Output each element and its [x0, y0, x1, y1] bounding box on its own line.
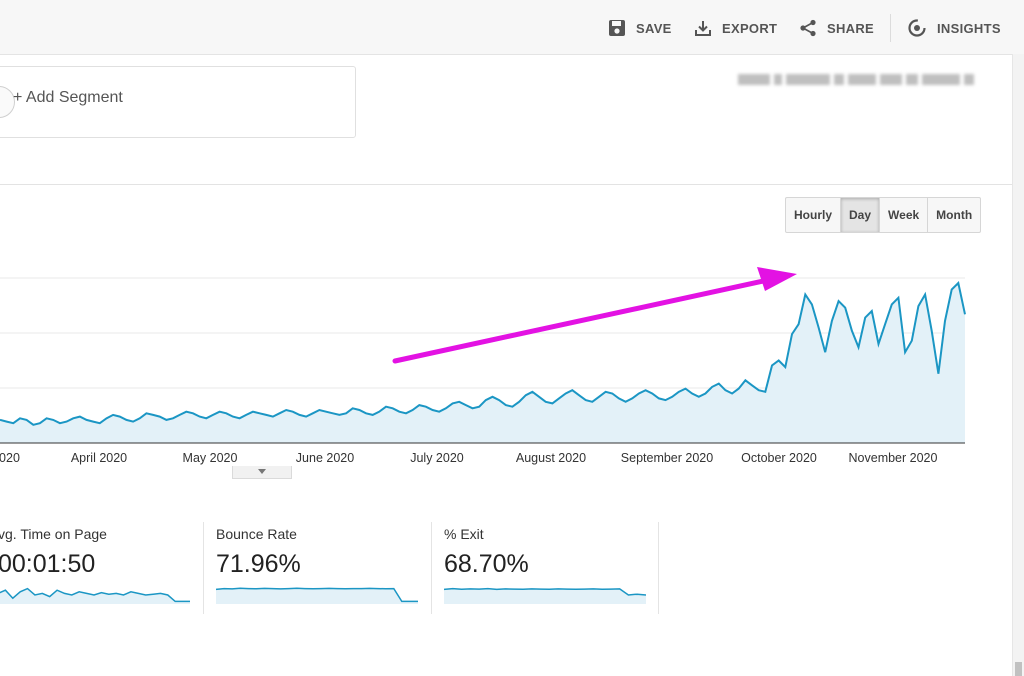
sparkline-area [216, 588, 418, 604]
metric-divider [203, 522, 204, 614]
x-tick-label: May 2020 [183, 451, 238, 465]
x-tick-label: April 2020 [71, 451, 127, 465]
x-tick-label: November 2020 [849, 451, 938, 465]
sparkline-area [444, 588, 646, 604]
metric-sparkline [216, 587, 418, 604]
date-range-selector[interactable] [738, 70, 990, 88]
save-label: SAVE [636, 20, 672, 36]
x-tick-label: October 2020 [741, 451, 817, 465]
toolbar-divider [890, 14, 891, 42]
scrollbar-thumb[interactable] [1015, 662, 1022, 676]
x-axis-ticks: 2020 April 2020 May 2020 June 2020 July 2020… [0, 451, 938, 465]
insights-button[interactable]: INSIGHTS [907, 14, 1001, 42]
metric-divider [431, 522, 432, 614]
x-tick-label: 2020 [0, 451, 20, 465]
metric-value: 00:01:50 [0, 550, 96, 578]
granularity-day[interactable]: Day [841, 198, 881, 232]
sessions-line-chart[interactable]: 2020 April 2020 May 2020 June 2020 July 2020… [0, 260, 1000, 470]
share-icon [800, 19, 816, 37]
x-tick-label: July 2020 [410, 451, 464, 465]
annotation-arrow [392, 267, 797, 364]
save-button[interactable]: SAVE [608, 14, 672, 42]
chart-series-line [0, 281, 966, 426]
metric-label: % Exit [444, 526, 484, 542]
x-tick-label: June 2020 [296, 451, 354, 465]
granularity-toggle: Hourly Day Week Month [785, 197, 982, 233]
granularity-hourly[interactable]: Hourly [786, 198, 842, 232]
granularity-week[interactable]: Week [880, 198, 929, 232]
x-tick-label: August 2020 [516, 451, 586, 465]
export-button[interactable]: EXPORT [694, 14, 777, 42]
metric-sparkline [444, 587, 646, 604]
insights-icon [908, 19, 926, 37]
chart-expander-handle[interactable] [232, 466, 292, 479]
metric-label: Bounce Rate [216, 526, 297, 542]
sparkline-line [216, 587, 418, 603]
download-icon [695, 21, 711, 36]
sparkline-line [444, 587, 646, 596]
metric-value: 71.96% [216, 550, 301, 578]
sparkline-area [0, 588, 190, 604]
chart-area-fill [0, 283, 965, 443]
metric-divider [658, 522, 659, 614]
save-icon [609, 20, 625, 36]
metric-value: 68.70% [444, 550, 529, 578]
report-toolbar: SAVE EXPORT SHARE INSIGHTS [0, 0, 1024, 55]
share-button[interactable]: SHARE [799, 14, 874, 42]
share-label: SHARE [827, 20, 875, 36]
x-tick-label: September 2020 [621, 451, 713, 465]
segment-picker[interactable]: + Add Segment [0, 66, 356, 138]
add-segment-button[interactable]: + Add Segment [13, 89, 123, 106]
export-label: EXPORT [722, 20, 778, 36]
metric-label: vg. Time on Page [0, 526, 107, 542]
section-divider [0, 184, 1012, 185]
metric-sparkline [0, 587, 190, 604]
insights-label: INSIGHTS [937, 20, 1001, 36]
vertical-scrollbar[interactable] [1012, 54, 1024, 676]
granularity-month[interactable]: Month [936, 208, 973, 222]
sparkline-line [0, 587, 190, 603]
caret-down-icon [258, 469, 266, 474]
